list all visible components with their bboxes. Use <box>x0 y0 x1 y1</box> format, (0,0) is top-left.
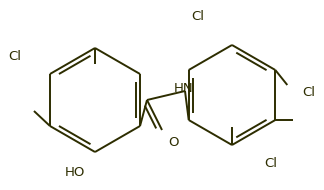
Text: Cl: Cl <box>8 51 21 63</box>
Text: Cl: Cl <box>264 157 277 170</box>
Text: Cl: Cl <box>191 10 204 23</box>
Text: Cl: Cl <box>302 86 315 98</box>
Text: HO: HO <box>65 166 85 179</box>
Text: O: O <box>168 135 179 149</box>
Text: HN: HN <box>174 82 194 94</box>
